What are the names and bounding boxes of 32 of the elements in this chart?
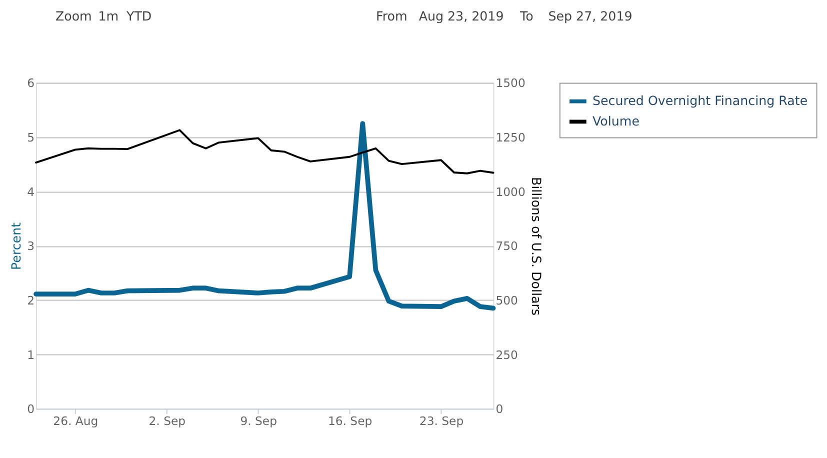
y2-tick-label: 250 bbox=[496, 348, 518, 362]
y-axis-title: Percent bbox=[8, 222, 24, 270]
text: From bbox=[376, 8, 408, 24]
line-series bbox=[35, 129, 494, 174]
text: YTD bbox=[125, 8, 152, 24]
y-tick-label: 6 bbox=[27, 76, 35, 90]
y2-tick-label: 1250 bbox=[496, 130, 526, 144]
y2-tick-label: 1500 bbox=[496, 76, 526, 90]
y2-tick-label: 500 bbox=[496, 293, 518, 308]
text: To bbox=[519, 8, 534, 24]
x-tick-label: 23. Sep bbox=[419, 414, 464, 428]
y-tick-label: 0 bbox=[27, 402, 35, 416]
y-tick-label: 3 bbox=[27, 239, 35, 254]
y-tick-label: 1 bbox=[27, 348, 35, 362]
y2-tick-label: 1000 bbox=[496, 184, 526, 199]
text: 1m bbox=[98, 8, 119, 24]
text: Sep 27, 2019 bbox=[548, 8, 632, 24]
legend-label: Secured Overnight Financing Rate bbox=[592, 93, 808, 108]
y2-tick-label: 0 bbox=[496, 402, 504, 416]
y-tick-label: 5 bbox=[27, 130, 35, 144]
x-tick-label: 9. Sep bbox=[240, 414, 277, 428]
x-tick-label: 2. Sep bbox=[148, 414, 186, 428]
x-tick-label: 16. Sep bbox=[328, 414, 372, 428]
legend-label: Volume bbox=[592, 114, 640, 129]
y2-tick-label: 750 bbox=[496, 239, 518, 254]
y-tick-label: 2 bbox=[27, 293, 35, 308]
text: Zoom bbox=[55, 8, 92, 24]
line-series bbox=[34, 121, 496, 311]
y2-axis-title: Billions of U.S. Dollars bbox=[529, 177, 544, 316]
text: Aug 23, 2019 bbox=[418, 8, 504, 24]
x-tick-label: 26. Aug bbox=[53, 414, 98, 428]
y-tick-label: 4 bbox=[27, 184, 35, 199]
